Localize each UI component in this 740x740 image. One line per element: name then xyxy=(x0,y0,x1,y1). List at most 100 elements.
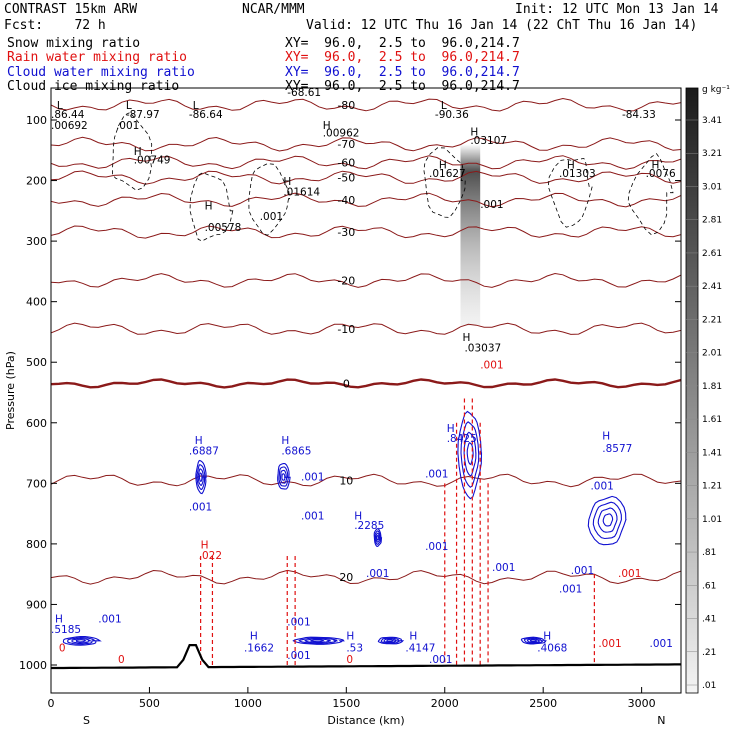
colorbar-tick-label: .01 xyxy=(702,681,716,691)
cloud-water-label: H xyxy=(409,631,417,643)
rain-label: 0 xyxy=(118,654,125,666)
cloud-water-label: .6887 xyxy=(189,445,219,457)
cloud-water-label: .001 xyxy=(98,614,121,626)
isotherm-label: -30 xyxy=(337,226,355,239)
max-min-label: .001 xyxy=(260,211,283,223)
cloud-water-contour xyxy=(529,639,538,643)
field-xy-snow: XY= 96.0, 2.5 to 96.0,214.7 xyxy=(285,36,520,51)
endpoint-right: N xyxy=(657,714,665,727)
max-min-label: L xyxy=(193,100,199,112)
cloud-water-contour xyxy=(195,459,207,495)
isotherm-line xyxy=(51,322,681,335)
cloud-water-label: .001 xyxy=(571,565,594,577)
cloud-water-contour xyxy=(71,638,93,644)
rain-label: .001 xyxy=(618,568,641,580)
cloud-water-contour xyxy=(62,635,102,646)
cloud-water-label: .001 xyxy=(425,541,448,553)
rain-label: 0 xyxy=(346,654,353,666)
cloud-water-contour xyxy=(602,513,614,527)
endpoint-left: S xyxy=(83,714,90,727)
cloud-water-label: .4068 xyxy=(537,643,567,655)
cloud-ice-contour xyxy=(423,147,466,218)
max-min-label: -86.64 xyxy=(189,109,223,121)
cloud-ice-contour xyxy=(248,163,291,236)
cloud-water-contour xyxy=(198,472,203,483)
isotherm-label: 20 xyxy=(339,571,353,584)
isotherm-label: 0 xyxy=(343,377,350,390)
rain-label: .001 xyxy=(480,359,503,371)
rain-label: .022 xyxy=(199,550,222,562)
cloud-water-label: H xyxy=(195,435,203,447)
colorbar xyxy=(685,87,699,694)
colorbar-tick-label: 2.61 xyxy=(702,249,722,259)
y-tick-label: 1000 xyxy=(19,659,47,672)
cloud-water-contour xyxy=(309,639,325,643)
cloud-water-label: .4147 xyxy=(405,643,435,655)
colorbar-tick-label: 2.21 xyxy=(702,315,722,325)
colorbar-tick-label: 1.81 xyxy=(702,382,722,392)
cloud-water-label: H xyxy=(55,614,63,626)
terrain-line xyxy=(51,644,681,670)
max-min-label: .001 xyxy=(480,199,503,211)
cloud-water-contour xyxy=(298,637,338,645)
cloud-water-label: H xyxy=(543,631,551,643)
cloud-water-label: H xyxy=(250,631,258,643)
cloud-water-label: .53 xyxy=(346,643,363,655)
cloud-water-label: .001 xyxy=(559,583,582,595)
max-min-label: .86.44 xyxy=(51,109,85,121)
y-tick-label: 400 xyxy=(26,296,47,309)
cloud-water-contour xyxy=(292,636,345,645)
cloud-water-contour xyxy=(75,639,88,643)
y-tick-label: 300 xyxy=(26,235,47,248)
y-tick-label: 200 xyxy=(26,175,47,188)
colorbar-tick-label: 1.41 xyxy=(702,448,722,458)
cloud-water-label: .5185 xyxy=(51,624,81,636)
cloud-water-contour xyxy=(587,495,627,546)
cloud-ice-contour xyxy=(189,172,234,242)
isotherm-label: -50 xyxy=(337,172,355,185)
colorbar-tick-label: .61 xyxy=(702,581,716,591)
cloud-water-label: .001 xyxy=(425,468,448,480)
cloud-water-label: .001 xyxy=(492,562,515,574)
cloud-water-contour xyxy=(380,637,402,644)
x-tick-label: 500 xyxy=(139,697,160,710)
cloud-water-contour xyxy=(377,636,405,645)
max-min-label: .00749 xyxy=(134,155,171,167)
cloud-water-label: .001 xyxy=(287,617,310,629)
field-xy-rain: XY= 96.0, 2.5 to 96.0,214.7 xyxy=(285,50,520,65)
cloud-water-label: .8425 xyxy=(447,433,477,445)
cloud-water-label: .001 xyxy=(650,638,673,650)
cloud-water-contour xyxy=(278,466,290,487)
cloud-water-label: H xyxy=(354,511,362,523)
y-tick-label: 600 xyxy=(26,417,47,430)
cloud-ice-contour xyxy=(547,157,593,228)
x-tick-label: 2500 xyxy=(529,697,557,710)
colorbar-tick-label: 2.81 xyxy=(702,216,722,226)
isotherm-label: -10 xyxy=(337,323,355,336)
cloud-water-contour xyxy=(374,530,382,545)
field-xy-cloud-ice: XY= 96.0, 2.5 to 96.0,214.7 xyxy=(285,79,520,94)
max-min-label: L xyxy=(126,100,132,112)
max-min-label: .01614 xyxy=(283,187,320,199)
colorbar-tick-label: 1.21 xyxy=(702,482,722,492)
isotherm-line xyxy=(51,192,681,208)
isotherm-line xyxy=(51,225,681,239)
y-tick-label: 100 xyxy=(26,114,47,127)
isotherm-label: -60 xyxy=(337,156,355,169)
max-min-label: .00692 xyxy=(51,120,88,132)
cloud-water-contour xyxy=(304,638,332,644)
isotherm-label: 10 xyxy=(339,474,353,487)
field-label-snow: Snow mixing ratio xyxy=(7,36,141,51)
cloud-ice-contour xyxy=(112,112,153,191)
plot-frame xyxy=(50,87,682,694)
cloud-water-label: H xyxy=(447,423,455,435)
colorbar-tick-label: .21 xyxy=(702,648,716,658)
cloud-water-contour xyxy=(279,469,288,484)
cloud-water-label: .001 xyxy=(287,650,310,662)
cloud-water-label: H xyxy=(602,431,610,443)
cloud-water-contour xyxy=(277,463,291,490)
cloud-water-contour xyxy=(592,501,622,540)
x-tick-label: 3000 xyxy=(628,697,656,710)
init-time: Init: 12 UTC Mon 13 Jan 14 xyxy=(515,2,719,17)
cloud-water-label: .001 xyxy=(366,568,389,580)
